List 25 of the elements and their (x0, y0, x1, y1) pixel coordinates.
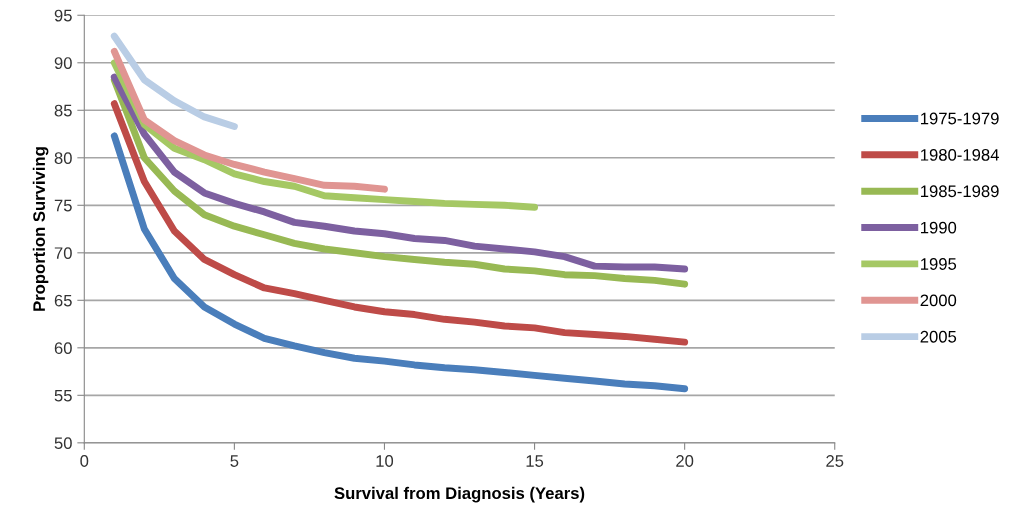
legend-label: 2000 (920, 294, 957, 307)
y-tick-label: 75 (54, 199, 72, 212)
legend-label: 2005 (920, 330, 957, 343)
x-tick-label: 5 (230, 455, 239, 467)
x-tick-label: 0 (80, 455, 89, 467)
x-tick-label: 10 (376, 455, 394, 467)
legend-label: 1995 (921, 258, 957, 270)
y-tick-label: 90 (54, 57, 72, 69)
legend-label: 1990 (921, 221, 957, 234)
y-tick-label: 65 (54, 294, 72, 307)
legend-label: 1985-1989 (921, 185, 999, 198)
y-tick-label: 80 (54, 152, 72, 164)
x-tick-label: 25 (826, 455, 844, 467)
y-tick-label: 85 (54, 104, 72, 117)
x-tick-label: 15 (526, 455, 544, 467)
legend-label: 1975-1979 (921, 112, 999, 125)
y-tick-label: 95 (54, 9, 72, 22)
y-tick-label: 60 (54, 342, 72, 355)
y-tick-label: 70 (54, 247, 72, 260)
x-tick-label: 20 (676, 455, 694, 467)
legend-label: 1980-1984 (921, 148, 999, 161)
x-axis-title: Survival from Diagnosis (Years) (334, 486, 585, 503)
y-tick-label: 55 (54, 389, 72, 402)
y-tick-label: 50 (54, 437, 72, 450)
y-axis-title: Proportion Surviving (32, 147, 49, 311)
